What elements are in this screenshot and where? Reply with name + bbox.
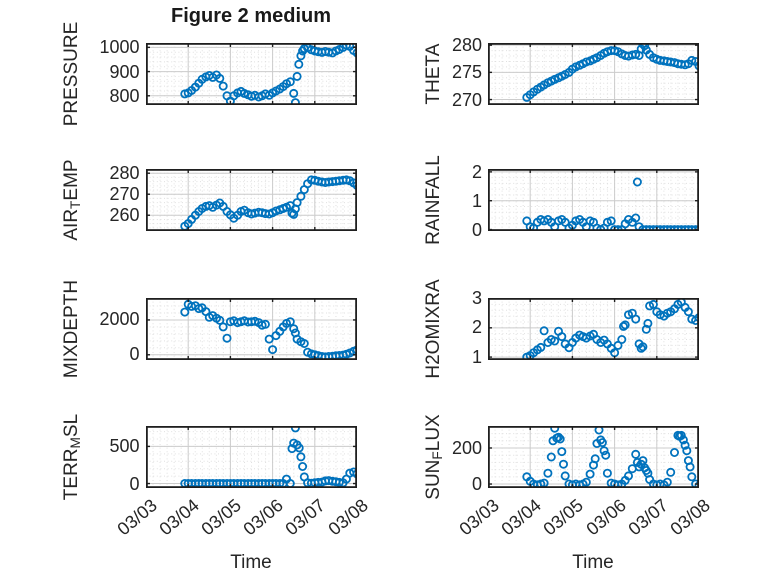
scatter-markers — [522, 426, 699, 488]
y-axis-label-terr_msl: TERR M SL — [61, 413, 84, 501]
minor-grid — [488, 297, 699, 360]
ytick-pressure-1: 900 — [109, 61, 140, 82]
major-grid — [488, 43, 699, 105]
ytick-theta-1: 275 — [451, 62, 482, 83]
plot-air_temp — [145, 169, 357, 231]
ytick-theta-0: 270 — [451, 89, 482, 110]
minor-grid — [145, 297, 357, 360]
ytick-pressure-2: 1000 — [99, 37, 140, 58]
ytick-rainfall-0: 0 — [471, 219, 482, 240]
ytick-h2omixra-1: 2 — [471, 317, 482, 338]
axis-box — [145, 169, 357, 231]
y-axis-label-sun_flux: SUN F LUX — [423, 414, 446, 500]
axis-box — [145, 426, 357, 488]
ytick-h2omixra-0: 1 — [471, 346, 482, 367]
major-grid — [145, 169, 357, 231]
axis-box — [488, 297, 699, 360]
scatter-markers — [522, 177, 699, 231]
scatter-markers — [179, 426, 357, 488]
axis-box — [488, 426, 699, 488]
plot-mixdepth — [145, 297, 357, 360]
tick-marks — [488, 43, 699, 105]
scatter-markers — [522, 297, 699, 360]
tick-marks — [488, 169, 699, 231]
ytick-sun_flux-1: 200 — [451, 437, 482, 458]
ytick-rainfall-1: 1 — [471, 190, 482, 211]
major-grid — [145, 297, 357, 360]
ytick-mixdepth-0: 0 — [129, 344, 140, 365]
ytick-sun_flux-0: 0 — [471, 474, 482, 495]
ytick-air_temp-1: 270 — [109, 184, 140, 205]
ytick-theta-2: 280 — [451, 35, 482, 56]
tick-marks — [488, 426, 699, 488]
scatter-markers — [179, 299, 357, 360]
figure-title: Figure 2 medium — [170, 5, 332, 27]
axis-box — [488, 169, 699, 231]
plot-h2omixra — [488, 297, 699, 360]
tick-marks — [145, 426, 357, 488]
scatter-markers — [522, 43, 699, 102]
plot-terr_msl — [145, 426, 357, 488]
plot-rainfall — [488, 169, 699, 231]
x-axis-label-left: Time — [230, 552, 272, 573]
axis-box — [488, 43, 699, 105]
plot-pressure — [145, 43, 357, 105]
tick-marks — [145, 43, 357, 105]
scatter-markers — [179, 175, 357, 231]
ytick-pressure-0: 800 — [109, 85, 140, 106]
minor-grid — [488, 43, 699, 105]
ytick-mixdepth-1: 2000 — [99, 309, 140, 330]
ytick-terr_msl-1: 500 — [109, 436, 140, 457]
major-grid — [488, 297, 699, 360]
ytick-h2omixra-2: 3 — [471, 288, 482, 309]
ytick-air_temp-2: 280 — [109, 163, 140, 184]
axis-box — [145, 297, 357, 360]
ytick-rainfall-2: 2 — [471, 161, 482, 182]
plot-theta — [488, 43, 699, 105]
ytick-terr_msl-0: 0 — [129, 473, 140, 494]
ytick-air_temp-0: 260 — [109, 205, 140, 226]
tick-marks — [145, 297, 357, 360]
x-axis-label-right: Time — [572, 552, 614, 573]
axis-box — [145, 43, 357, 105]
tick-marks — [488, 297, 699, 360]
plot-sun_flux — [488, 426, 699, 488]
tick-marks — [145, 169, 357, 231]
